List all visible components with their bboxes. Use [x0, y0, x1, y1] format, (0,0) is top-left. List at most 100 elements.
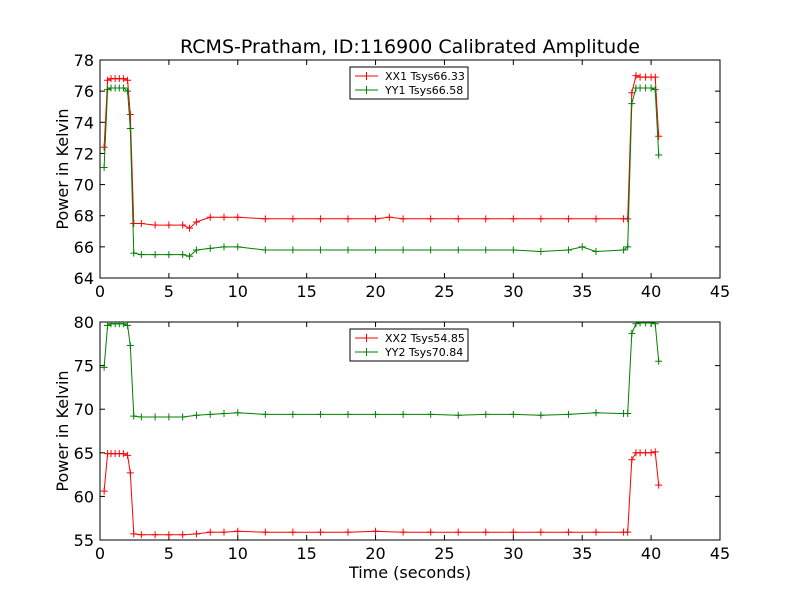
data-point [261, 246, 269, 254]
legend-marker [362, 348, 371, 356]
data-point [482, 410, 490, 418]
data-point [130, 412, 138, 420]
series-2 [100, 84, 663, 260]
x-tick-label: 30 [503, 282, 523, 301]
data-point [130, 530, 138, 538]
data-point [344, 528, 352, 536]
data-point [289, 528, 297, 536]
data-point [104, 76, 112, 84]
data-point [427, 410, 435, 418]
data-point [509, 410, 517, 418]
y-tick-label: 55 [74, 531, 94, 550]
data-point [592, 528, 600, 536]
data-point [119, 450, 127, 458]
data-point [620, 246, 628, 254]
data-point [628, 456, 636, 464]
data-point [655, 481, 663, 489]
x-axis-label: Time (seconds) [348, 563, 471, 582]
data-point [186, 252, 194, 260]
data-point [119, 84, 127, 92]
data-point [344, 215, 352, 223]
data-point [454, 246, 462, 254]
data-point [100, 363, 108, 371]
legend-box [349, 66, 469, 100]
data-point [234, 243, 242, 251]
data-point [578, 243, 586, 251]
data-point [261, 410, 269, 418]
data-point [206, 410, 214, 418]
legend-box [349, 328, 469, 362]
data-point [482, 528, 490, 536]
data-point [655, 151, 663, 159]
data-point [344, 246, 352, 254]
x-tick-label: 40 [641, 544, 661, 563]
y-tick-label: 75 [74, 357, 94, 376]
data-point [165, 413, 173, 421]
data-point [151, 531, 159, 539]
series-line [103, 451, 660, 536]
plots-container: 0 5 10 15 20 25 30 35 40 45 64 66 68 70 72 74 76 78 Power … [53, 51, 730, 563]
data-point [655, 132, 663, 140]
y-tick-label: 78 [74, 51, 94, 70]
data-point [289, 410, 297, 418]
data-point [100, 163, 108, 171]
x-tick-label: 5 [164, 544, 174, 563]
x-tick-label: 5 [164, 282, 174, 301]
data-point [316, 528, 324, 536]
data-point [537, 215, 545, 223]
x-tick-label: 25 [434, 282, 454, 301]
legend-marker [362, 86, 371, 94]
legend-entry-label: XX1 Tsys66.33 [385, 70, 465, 83]
data-point [651, 448, 659, 456]
data-point [126, 342, 134, 350]
data-point [137, 251, 145, 259]
data-point [234, 409, 242, 417]
x-tick-label: 15 [296, 282, 316, 301]
data-point [564, 246, 572, 254]
data-point [592, 409, 600, 417]
y-tick-label: 72 [74, 144, 94, 163]
data-point [399, 246, 407, 254]
y-tick-label: 80 [74, 313, 94, 332]
data-point [316, 410, 324, 418]
data-point [220, 243, 228, 251]
data-point [624, 243, 632, 251]
data-point [482, 215, 490, 223]
x-tick-label: 15 [296, 544, 316, 563]
legend-marker [362, 334, 371, 342]
x-tick-label: 0 [95, 282, 105, 301]
x-tick-label: 45 [710, 282, 730, 301]
data-point [399, 528, 407, 536]
data-point [192, 411, 200, 419]
y-tick-label: 65 [74, 444, 94, 463]
data-point [454, 411, 462, 419]
y-tick-label: 60 [74, 487, 94, 506]
data-point [124, 87, 132, 95]
data-point [104, 322, 112, 329]
data-point [137, 531, 145, 539]
data-point [632, 72, 640, 80]
series-2 [100, 322, 663, 421]
data-point [564, 528, 572, 536]
y-tick-label: 68 [74, 207, 94, 226]
x-tick-label: 20 [365, 282, 385, 301]
data-point [151, 251, 159, 259]
data-point [372, 246, 380, 254]
data-point [647, 449, 655, 457]
series-1 [100, 448, 663, 539]
data-point [179, 413, 187, 421]
data-point [399, 215, 407, 223]
data-point [372, 410, 380, 418]
data-point [100, 143, 108, 151]
x-tick-label: 35 [572, 282, 592, 301]
data-point [165, 221, 173, 229]
data-point [509, 246, 517, 254]
axes-frame [99, 59, 721, 279]
data-point [179, 251, 187, 259]
data-point [427, 246, 435, 254]
data-point [537, 528, 545, 536]
data-point [628, 329, 636, 337]
data-point [234, 527, 242, 535]
series-line [103, 87, 660, 257]
